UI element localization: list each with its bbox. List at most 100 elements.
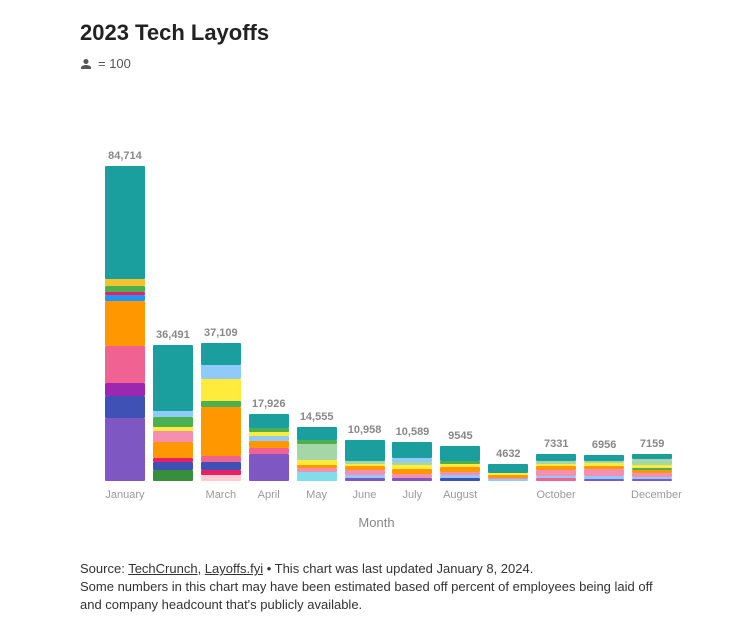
x-tick: August [439, 489, 481, 501]
bar-segment [201, 456, 241, 462]
bar [297, 427, 337, 481]
bar-segment [536, 454, 576, 462]
bar-segment [201, 365, 241, 379]
bar [201, 343, 241, 481]
bar-segment [153, 411, 193, 418]
bar-segment [297, 427, 337, 440]
chart-area: 84,71436,49137,10917,92614,55510,95810,5… [80, 121, 673, 481]
person-icon [80, 57, 92, 71]
bar-segment [105, 166, 145, 279]
bar-value-label: 14,555 [300, 411, 334, 423]
bar-segment [345, 478, 385, 481]
bar-segment [201, 343, 241, 365]
bar-segment [536, 470, 576, 476]
legend: = 100 [80, 56, 673, 71]
bar-segment [153, 462, 193, 470]
axis-label: Month [80, 515, 673, 530]
bar-value-label: 9545 [448, 430, 472, 442]
bar-segment [297, 472, 337, 481]
disclaimer-text: Some numbers in this chart may have been… [80, 579, 653, 612]
bar-value-label: 36,491 [156, 329, 190, 341]
bar-october: 7331 [535, 454, 577, 481]
bar-segment [297, 444, 337, 460]
bar-segment [105, 346, 145, 384]
bar-june: 10,958 [344, 440, 386, 481]
bar-august: 9545 [439, 446, 481, 481]
bar [105, 166, 145, 481]
bar-segment [105, 383, 145, 396]
bar-segment [153, 470, 193, 481]
x-tick: December [631, 489, 673, 501]
bar-value-label: 7331 [544, 438, 568, 450]
source-sep: , [198, 561, 205, 576]
bar-may: 14,555 [296, 427, 338, 481]
x-axis: JanuaryFebruaryMarchAprilMayJuneJulyAugu… [80, 489, 673, 501]
x-tick: July [391, 489, 433, 501]
bar-december: 7159 [631, 454, 673, 481]
bar-segment [249, 454, 289, 481]
bar-segment [153, 442, 193, 458]
bar-segment [105, 418, 145, 481]
bar-november: 6956 [583, 455, 625, 481]
bar-value-label: 4632 [496, 448, 520, 460]
chart-title: 2023 Tech Layoffs [80, 20, 673, 46]
bar-segment [249, 441, 289, 448]
bar-september: 4632 [487, 464, 529, 481]
bar-segment [201, 401, 241, 407]
bar-segment [584, 469, 624, 477]
bar-segment [345, 440, 385, 460]
bar [249, 414, 289, 481]
bar-segment [536, 478, 576, 481]
bar [632, 454, 672, 481]
bar-value-label: 17,926 [252, 398, 286, 410]
bar-segment [488, 479, 528, 481]
bar [392, 442, 432, 481]
bar-segment [105, 396, 145, 418]
bar-segment [201, 462, 241, 470]
bar-value-label: 7159 [640, 438, 664, 450]
bar [440, 446, 480, 481]
bar-segment [249, 448, 289, 455]
updated-text: • This chart was last updated January 8,… [263, 561, 533, 576]
bar-value-label: 10,589 [396, 426, 430, 438]
bar-segment [153, 431, 193, 442]
x-tick: May [296, 489, 338, 501]
bar-january: 84,714 [104, 166, 146, 481]
bar-segment [201, 475, 241, 481]
bar-value-label: 10,958 [348, 424, 382, 436]
x-tick: March [200, 489, 242, 501]
bar-segment [201, 379, 241, 401]
bar-segment [488, 464, 528, 473]
bar-segment [105, 279, 145, 285]
bar-segment [392, 442, 432, 459]
bar-segment [584, 479, 624, 481]
bar-segment [249, 414, 289, 427]
bar-segment [153, 417, 193, 426]
x-tick: June [344, 489, 386, 501]
bar-march: 37,109 [200, 343, 242, 481]
source-prefix: Source: [80, 561, 128, 576]
bar-value-label: 6956 [592, 439, 616, 451]
bar-segment [392, 478, 432, 481]
legend-text: = 100 [98, 56, 131, 71]
bar-segment [201, 407, 241, 457]
bar-segment [345, 470, 385, 474]
x-tick: January [104, 489, 146, 501]
bar-july: 10,589 [392, 442, 434, 481]
bar-value-label: 84,714 [108, 150, 142, 162]
bar-value-label: 37,109 [204, 327, 238, 339]
bar-segment [105, 301, 145, 345]
x-tick: April [248, 489, 290, 501]
bar [536, 454, 576, 481]
bar-february: 36,491 [152, 345, 194, 481]
bar-segment [440, 446, 480, 462]
source-link-layoffsfyi[interactable]: Layoffs.fyi [205, 561, 263, 576]
bar-segment [153, 345, 193, 410]
bar [584, 455, 624, 481]
bar [153, 345, 193, 481]
bar-segment [440, 478, 480, 481]
x-tick: October [535, 489, 577, 501]
bar [488, 464, 528, 481]
source-link-techcrunch[interactable]: TechCrunch [128, 561, 197, 576]
bar [345, 440, 385, 481]
